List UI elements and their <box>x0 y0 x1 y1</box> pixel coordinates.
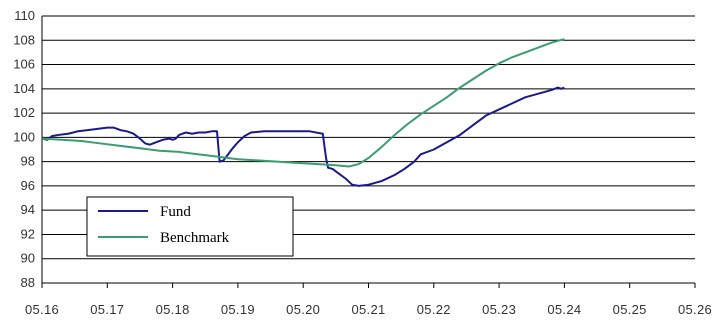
legend-box <box>86 196 294 257</box>
legend-label-fund: Fund <box>160 204 191 220</box>
x-tick-label: 05.20 <box>286 302 320 317</box>
y-tick-label: 94 <box>21 202 35 217</box>
y-tick-label: 110 <box>14 8 35 23</box>
x-tick-label: 05.16 <box>25 302 59 317</box>
axes: 88 90 92 94 96 98 100 102 104 106 108 110 05.16 05.17… <box>13 8 712 317</box>
y-tick-label: 100 <box>13 129 35 144</box>
y-tick-label: 90 <box>21 251 35 266</box>
series-line-benchmark <box>41 38 565 168</box>
x-tick-label: 05.23 <box>482 302 516 317</box>
y-tick-label: 88 <box>21 275 35 290</box>
y-tick-label: 104 <box>13 81 35 96</box>
y-tick-label: 102 <box>13 105 35 120</box>
x-tick-label: 05.25 <box>613 302 647 317</box>
x-tick-label: 05.22 <box>417 302 451 317</box>
x-tick-label: 05.24 <box>547 302 581 317</box>
y-tick-label: 98 <box>21 154 35 169</box>
legend: Fund Benchmark <box>86 196 294 257</box>
y-tick-label: 106 <box>13 57 35 72</box>
legend-label-benchmark: Benchmark <box>160 230 230 246</box>
x-tick-label: 05.19 <box>221 302 255 317</box>
series-lines <box>41 38 565 187</box>
x-tick-label: 05.21 <box>351 302 385 317</box>
series-line-fund <box>41 86 565 187</box>
y-tick-label: 96 <box>21 178 35 193</box>
y-tick-label: 108 <box>13 32 35 47</box>
x-tick-label: 05.18 <box>156 302 190 317</box>
x-tick-label: 05.26 <box>678 302 712 317</box>
x-tick-label: 05.17 <box>90 302 124 317</box>
y-tick-label: 92 <box>21 226 35 241</box>
